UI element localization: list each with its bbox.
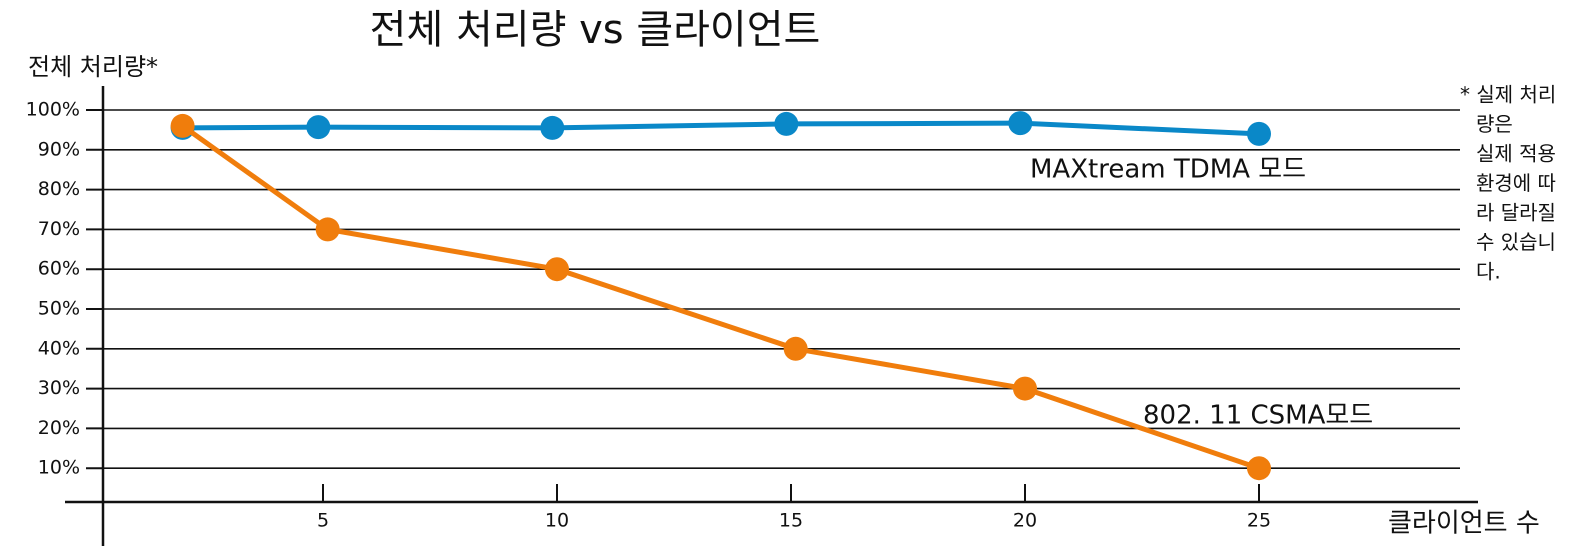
y-axis-label: 전체 처리량* [28, 53, 158, 81]
marker [1008, 111, 1033, 136]
y-tick-label: 60% [38, 258, 80, 280]
x-tick-label: 10 [545, 510, 569, 532]
y-tick-label: 30% [38, 377, 80, 399]
x-tick-label: 20 [1013, 510, 1037, 532]
y-tick-label: 50% [38, 298, 80, 320]
marker [1247, 456, 1271, 481]
y-tick-label: 40% [38, 337, 80, 359]
note: 실제 적용 [1476, 142, 1556, 166]
series-label: 802. 11 CSMA모드 [1143, 401, 1373, 431]
marker [540, 115, 565, 140]
y-tick-label: 20% [38, 417, 80, 439]
marker [545, 257, 569, 282]
y-tick-label: 70% [38, 218, 80, 240]
series-line [181, 123, 1260, 471]
x-tick-label: 5 [317, 510, 329, 532]
marker [1013, 376, 1037, 401]
y-tick-label: 80% [38, 178, 80, 200]
note: 라 달라질 [1476, 201, 1556, 225]
y-tick-label: 90% [38, 138, 80, 160]
chart-title: 전체 처리량 vs 클라이언트 [370, 7, 821, 53]
note: 량은 [1476, 112, 1513, 136]
series-label: MAXtream TDMA 모드 [1030, 155, 1306, 185]
x-axis-label: 클라이언트 수 [1388, 509, 1540, 539]
marker [1247, 121, 1271, 146]
marker [783, 336, 808, 361]
y-tick-label: 100% [26, 99, 80, 121]
marker [170, 113, 195, 138]
note: 다. [1476, 260, 1501, 284]
x-tick-label: 15 [779, 510, 803, 532]
note: 환경에 따 [1476, 171, 1556, 195]
marker [774, 111, 799, 136]
series-line [182, 120, 1260, 137]
y-tick-label: 10% [38, 457, 80, 479]
marker [306, 115, 331, 140]
note: * 실제 처리 [1460, 83, 1556, 107]
marker [315, 217, 340, 242]
x-tick-label: 25 [1247, 510, 1271, 532]
note: 수 있습니 [1476, 230, 1556, 254]
